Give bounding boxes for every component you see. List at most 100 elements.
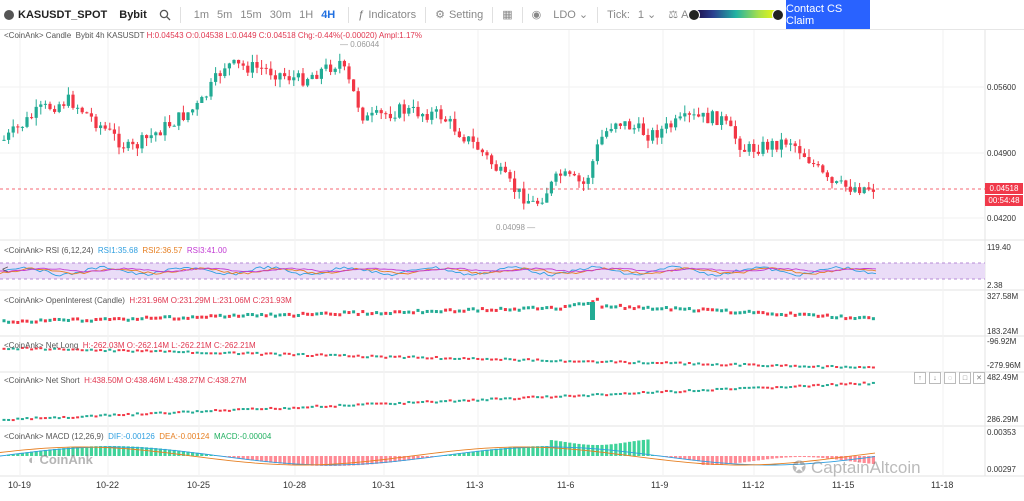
slider-handle-left[interactable] (688, 9, 700, 21)
pane-move-down-icon[interactable]: ↓ (929, 372, 941, 384)
net-long-mark (600, 360, 604, 363)
candle-body (554, 173, 558, 182)
net-short-mark (871, 381, 875, 384)
oi-candle (223, 315, 227, 319)
oi-candle (632, 307, 636, 311)
oi-candle (131, 317, 135, 321)
contact-cs-claim-button[interactable]: Contact CS Claim (786, 0, 870, 29)
net-long-mark (738, 364, 742, 367)
timeframe-4h[interactable]: 4H (321, 8, 336, 21)
net-short-mark (80, 415, 84, 418)
net-long-mark (324, 354, 328, 357)
pane-maximize-icon[interactable]: □ (959, 372, 971, 384)
macd-bar (145, 447, 149, 456)
oi-values: H:231.96M O:231.29M L:231.06M C:231.93M (129, 296, 292, 305)
macd-bar (471, 451, 475, 456)
net-short-mark (724, 387, 728, 390)
timeframe-30m[interactable]: 30m (269, 8, 292, 21)
oi-candle (398, 310, 402, 314)
net-short-mark (319, 405, 323, 408)
oi-candle (462, 309, 466, 313)
layout-grid-button[interactable]: ▦ (496, 0, 518, 29)
net-long-mark (802, 365, 806, 368)
net-long-mark (273, 352, 277, 355)
pane-close-icon[interactable]: ✕ (973, 372, 985, 384)
net-long-mark (43, 348, 47, 351)
net-short-mark (393, 403, 397, 406)
setting-button[interactable]: ⚙ Setting (429, 0, 489, 29)
net-short-mark (301, 406, 305, 409)
oi-candle (11, 320, 15, 324)
net-long-mark (85, 349, 89, 352)
net-long-mark (131, 350, 135, 353)
net-long-mark (34, 347, 38, 350)
net-long-mark (485, 357, 489, 360)
net-long-mark (103, 350, 107, 353)
pane-hide-icon[interactable]: ◌ (944, 372, 956, 384)
oi-candle (467, 307, 471, 311)
net-long-mark (283, 352, 287, 355)
symbol-selector[interactable]: KASUSDT_SPOT (0, 0, 113, 29)
compare-selector[interactable]: LDO ⌄ (547, 0, 594, 29)
candle-body (623, 121, 627, 126)
net-long-mark (710, 363, 714, 366)
macd-bar (283, 456, 287, 464)
candle-body (94, 116, 98, 129)
net-long-mark (384, 356, 388, 359)
macd-bar (39, 450, 43, 456)
macd-bar (729, 456, 733, 464)
candle-body (669, 123, 673, 128)
slider-handle-right[interactable] (772, 9, 784, 21)
net-long-mark (835, 366, 839, 369)
net-long-mark (71, 348, 75, 351)
macd-bar (862, 456, 866, 464)
candle-body (324, 64, 328, 69)
candle-body (195, 102, 199, 110)
oi-candle (195, 315, 199, 319)
oi-candle (835, 316, 839, 320)
net-short-mark (149, 412, 153, 415)
macd-bar (25, 452, 29, 456)
x-axis-label: 11-15 (832, 480, 855, 490)
macd-bar (830, 456, 834, 459)
candle-body (80, 107, 84, 113)
net-short-mark (582, 394, 586, 397)
exchange-label[interactable]: Bybit (119, 8, 147, 21)
macd-bar (310, 456, 314, 466)
candle-body (20, 126, 24, 128)
candle-body (605, 131, 609, 137)
net-long-mark (480, 358, 484, 361)
candle-body (568, 171, 572, 174)
oi-candle (324, 311, 328, 315)
net-long-mark (356, 354, 360, 357)
timeframe-1m[interactable]: 1m (193, 8, 210, 21)
heatmap-color-slider[interactable] (688, 9, 784, 21)
timeframe-5m[interactable]: 5m (217, 8, 233, 21)
candle-body (821, 165, 825, 173)
indicators-button[interactable]: ƒ Indicators (352, 0, 422, 29)
chevron-left-icon[interactable]: < (2, 264, 9, 276)
search-icon[interactable] (153, 0, 177, 29)
net-short-mark (641, 391, 645, 394)
macd-bar (62, 448, 66, 456)
candle-body (807, 157, 811, 164)
oi-pane-legend: <CoinAnk> OpenInterest (Candle) H:231.96… (4, 296, 292, 305)
pane-move-up-icon[interactable]: ↑ (914, 372, 926, 384)
macd-bar (683, 456, 687, 460)
net-short-mark (191, 411, 195, 414)
candle-body (283, 73, 287, 77)
tick-selector[interactable]: Tick: 1 ⌄ (601, 0, 662, 29)
oi-candle (283, 313, 287, 317)
timeframe-15m[interactable]: 15m (240, 8, 262, 21)
oi-candle (62, 318, 66, 322)
oi-candle (421, 311, 425, 315)
candle-body (163, 122, 167, 136)
net-long-mark (678, 361, 682, 364)
timeframe-1h[interactable]: 1H (299, 8, 314, 21)
visibility-toggle[interactable]: ◉ (526, 0, 548, 29)
net-short-mark (172, 411, 176, 414)
macd-bar (200, 453, 204, 456)
net-short-mark (775, 386, 779, 389)
oi-candle (738, 311, 742, 315)
